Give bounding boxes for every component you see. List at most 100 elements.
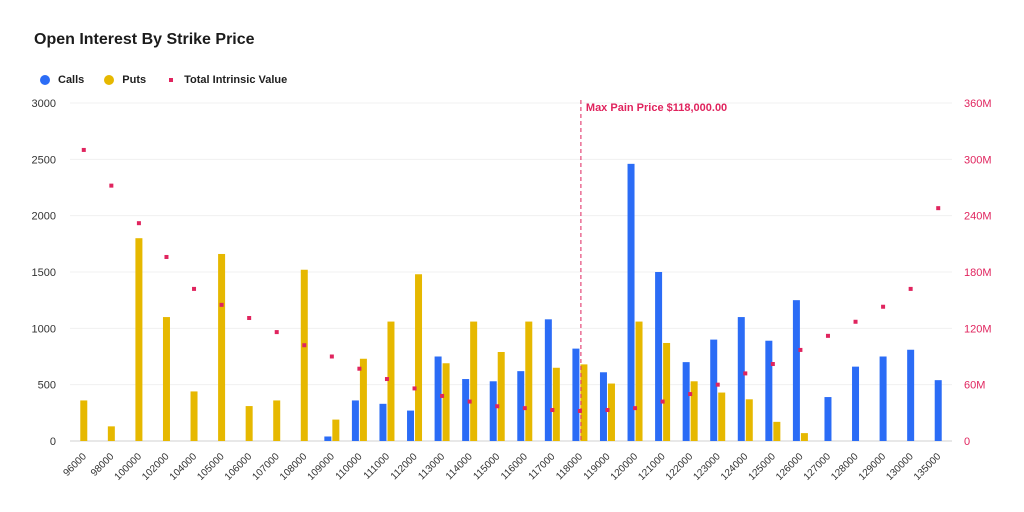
x-tick-label: 116000: [499, 451, 530, 482]
x-tick-label: 113000: [416, 451, 447, 482]
puts-bar: [387, 321, 395, 441]
intrinsic-value-point: [522, 406, 527, 411]
x-tick-label: 120000: [609, 451, 641, 483]
calls-bar: [517, 371, 525, 441]
x-tick-label: 111000: [362, 451, 393, 482]
calls-bar: [351, 400, 359, 441]
calls-bar: [655, 272, 663, 441]
x-tick-label: 126000: [774, 451, 806, 483]
puts-bar: [300, 269, 308, 441]
calls-bar: [710, 339, 718, 441]
x-tick-label: 100000: [113, 451, 145, 483]
intrinsic-value-point: [136, 221, 141, 226]
x-tick-label: 114000: [444, 451, 475, 482]
x-tick-label: 128000: [829, 451, 861, 483]
calls-bar: [737, 317, 745, 441]
legend-item-calls[interactable]: Calls: [40, 74, 84, 86]
calls-bar: [379, 403, 387, 441]
intrinsic-value-point: [798, 347, 803, 352]
intrinsic-value-point: [109, 183, 114, 188]
x-tick-label: 119000: [582, 451, 613, 482]
intrinsic-value-point: [577, 408, 582, 413]
calls-bar: [879, 356, 887, 441]
intrinsic-value-point: [908, 286, 913, 291]
x-tick-label: 135000: [912, 451, 944, 483]
intrinsic-value-point: [219, 302, 224, 307]
x-tick-label: 112000: [389, 451, 420, 482]
intrinsic-value-point: [192, 286, 197, 291]
x-tick-label: 123000: [691, 451, 723, 483]
intrinsic-value-point: [743, 371, 748, 376]
puts-bar: [245, 406, 253, 441]
x-tick-label: 108000: [278, 451, 310, 483]
y-right-tick-label: 360M: [964, 98, 992, 110]
x-tick-label: 125000: [747, 451, 779, 483]
x-tick-label: 124000: [719, 451, 751, 483]
calls-bar: [544, 319, 552, 441]
intrinsic-value-point: [81, 147, 86, 152]
intrinsic-value-point: [440, 393, 445, 398]
x-tick-label: 107000: [250, 451, 282, 483]
x-tick-label: 130000: [884, 451, 916, 483]
puts-bar: [607, 383, 615, 441]
calls-bar: [907, 349, 915, 441]
puts-bar: [135, 238, 143, 441]
puts-bar: [635, 321, 643, 441]
puts-bar: [773, 421, 781, 441]
x-tick-label: 110000: [334, 451, 365, 482]
y-right-tick-label: 120M: [964, 323, 992, 335]
legend-item-intrinsic[interactable]: Total Intrinsic Value: [166, 74, 287, 86]
puts-swatch: [104, 75, 115, 85]
intrinsic-value-point: [302, 343, 307, 348]
y-right-tick-label: 240M: [964, 211, 992, 223]
intrinsic-value-point: [495, 404, 500, 409]
calls-bar: [572, 348, 580, 441]
x-tick-label: 105000: [195, 451, 227, 483]
puts-bar: [745, 399, 753, 441]
intrinsic-swatch: [169, 78, 174, 82]
chart-title: Open Interest By Strike Price: [34, 31, 255, 48]
x-tick-label: 115000: [471, 451, 502, 482]
intrinsic-value-point: [825, 333, 830, 338]
puts-bar: [442, 363, 450, 441]
calls-bar: [462, 379, 470, 441]
calls-bar: [407, 410, 415, 441]
puts-bar: [332, 419, 340, 441]
y-right-tick-label: 180M: [964, 267, 992, 279]
intrinsic-value-point: [357, 366, 362, 371]
intrinsic-value-point: [467, 399, 472, 404]
x-tick-label: 96000: [61, 451, 89, 479]
y-right-tick-label: 60M: [964, 380, 985, 392]
calls-swatch: [40, 75, 50, 85]
puts-bar: [470, 321, 478, 441]
x-tick-label: 106000: [223, 451, 255, 483]
x-tick-label: 127000: [802, 451, 834, 483]
intrinsic-value-point: [881, 304, 886, 309]
puts-bar: [80, 400, 88, 441]
calls-bar: [489, 381, 497, 441]
puts-bar: [162, 317, 170, 441]
calls-bar: [934, 380, 942, 441]
calls-bar: [682, 362, 690, 441]
chart-legend: Calls Puts Total Intrinsic Value: [40, 74, 287, 86]
puts-bar: [359, 358, 367, 441]
intrinsic-value-point: [633, 406, 638, 411]
x-tick-label: 122000: [664, 451, 696, 483]
x-tick-label: 118000: [554, 451, 585, 482]
intrinsic-value-point: [247, 316, 252, 321]
y-right-tick-label: 0: [964, 436, 970, 448]
intrinsic-value-point: [688, 392, 693, 397]
x-tick-label: 109000: [306, 451, 338, 483]
y-left-tick-label: 2000: [32, 211, 56, 223]
puts-bar: [580, 364, 588, 441]
puts-bar: [552, 367, 560, 441]
calls-bar: [765, 340, 773, 441]
puts-bar: [800, 433, 808, 441]
puts-bar: [107, 426, 115, 441]
calls-bar: [824, 397, 832, 441]
legend-item-puts[interactable]: Puts: [104, 74, 146, 86]
intrinsic-value-point: [550, 408, 555, 413]
calls-bar: [792, 300, 800, 441]
y-left-tick-label: 2500: [32, 154, 56, 166]
